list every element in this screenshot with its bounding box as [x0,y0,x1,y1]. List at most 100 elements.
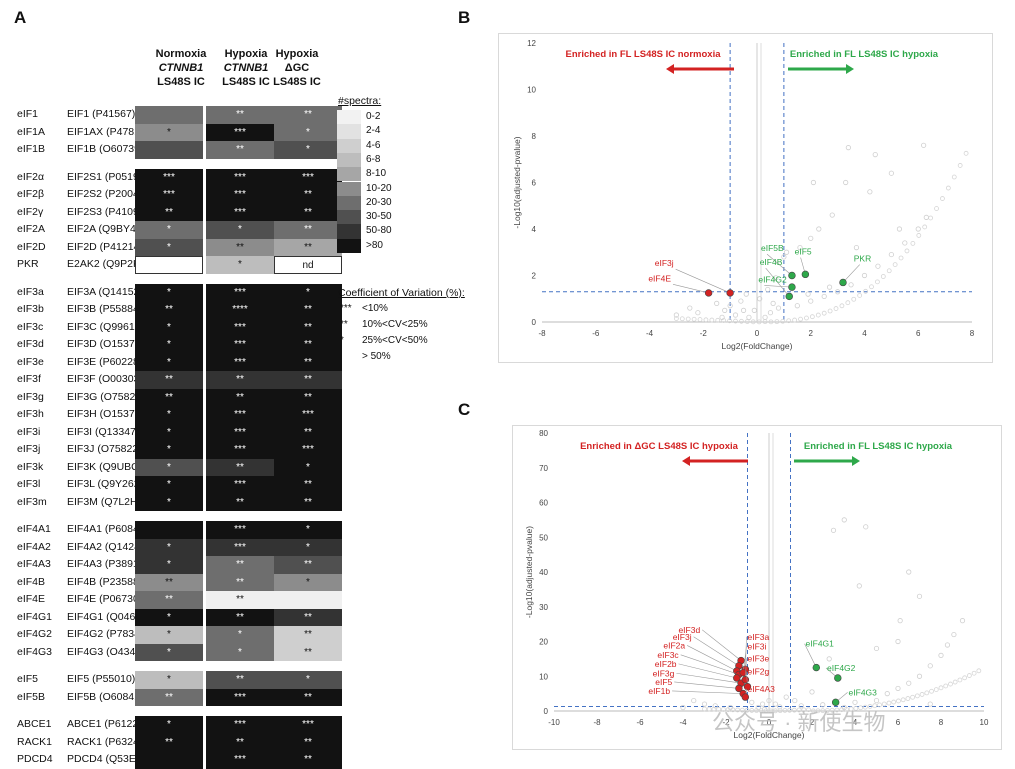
highlight-leader [680,654,739,675]
background-point [687,305,693,311]
column-header-line2: ΔGC [284,62,310,74]
background-point [727,303,733,309]
background-point [966,673,972,678]
y-axis-label: -Log10(adjusted-pvalue) [512,136,522,228]
x-tick-label: 4 [853,718,858,727]
highlight-point [839,278,847,287]
y-tick-label: 70 [539,464,548,473]
background-point [767,310,774,316]
background-point [902,240,908,246]
row-short-label: eIF4A1 [17,523,51,535]
background-point [845,300,851,306]
heatmap-cell: *** [206,336,274,354]
y-tick-label: 30 [539,603,548,612]
row-short-label: eIF3f [17,373,41,385]
row-protein-label: EIF2S2 (P20042) [67,188,149,200]
heatmap-cell: ** [274,106,342,124]
background-point [845,145,851,151]
heatmap-cell: *** [206,203,274,221]
row-protein-label: EIF4G1 (Q04637) [67,610,151,623]
highlight-point [788,271,796,280]
background-point [773,708,778,714]
background-point [732,312,739,318]
background-point [703,317,709,323]
background-point [951,174,957,180]
background-point [754,708,759,713]
background-point [749,699,755,705]
y-tick-label: 2 [532,272,537,281]
spectra-legend-title: #spectra: [338,95,382,107]
x-tick-label: -4 [679,718,687,727]
row-protein-label: E2AK2 (Q9P2K8) [67,258,150,270]
background-point [808,298,814,304]
background-point [962,675,968,681]
heatmap-cell: * [274,141,342,159]
background-point [798,316,803,322]
heatmap-cell [135,106,203,124]
row-protein-label: EIF2S1 (P05198) [67,170,149,183]
heatmap-cell [135,141,203,159]
background-point [806,707,811,713]
heatmap-cell: ** [274,556,342,574]
background-point [921,142,927,148]
y-tick-label: 10 [527,86,536,95]
background-point [716,706,722,712]
heatmap-cell: ** [274,371,342,389]
heatmap-cell: ** [274,203,342,221]
heatmap-cell: * [135,336,203,354]
background-point [843,179,849,186]
heatmap-cell: ** [274,388,342,406]
highlight-label: eIF3j [673,632,692,642]
row-short-label: eIF4B [17,575,46,588]
background-point [829,707,835,713]
highlight-label: PKR [854,254,871,264]
background-point [746,314,752,320]
heatmap-cell: * [135,538,203,556]
highlight-label: eIF4A3 [748,684,776,694]
row-protein-label: EIF5B (O60841) [67,690,144,703]
heatmap-cell: * [135,238,203,256]
highlight-leader [765,267,790,297]
row-protein-label: EIF3B (P55884) [67,303,143,315]
heatmap-cell: ** [274,186,342,204]
highlight-label: eIF5 [795,247,812,257]
panel-a-letter: A [14,8,27,27]
row-short-label: eIF3l [17,478,41,490]
background-point [810,179,817,186]
background-point [792,317,798,323]
row-protein-label: EIF2D (P41214) [67,240,143,253]
row-short-label: eIF2γ [17,205,44,218]
background-point [730,707,736,713]
heatmap-cell: * [274,283,342,301]
y-tick-label: 10 [539,672,548,681]
arrow-right-head [846,64,854,74]
row-protein-label: EIF3F (O00303) [67,373,143,385]
heatmap-cell: ** [206,238,274,256]
background-point [782,708,788,713]
background-point [833,306,839,311]
x-tick-label: 8 [970,329,975,338]
legend-swatch [337,210,361,225]
x-tick-label: -8 [538,329,546,338]
column-header-line2: CTNNB1 [223,62,269,74]
background-point [867,704,873,709]
background-point [873,645,880,652]
arrow-left-head [666,64,674,74]
heatmap-cell: * [274,538,342,556]
background-point [872,152,878,158]
background-point [873,697,880,704]
background-point [976,668,982,674]
background-point [794,303,800,309]
row-short-label: eIF3j [17,443,41,455]
background-point [881,701,887,707]
background-point [904,248,910,254]
background-point [757,296,763,302]
column-header-0: Normoxia CTNNB1 LS48S IC [147,47,215,89]
row-protein-label: EIF4G3 (O43432) [67,645,151,658]
arrow-left-label: Enriched in ΔGC LS48S IC hypoxia [580,441,739,452]
row-short-label: eIF4G3 [17,645,53,658]
heatmap-cell: * [135,671,203,689]
highlight-label: eIF2b [655,659,677,669]
row-protein-label: EIF4A1 (P60842) [67,523,149,535]
background-point [701,701,708,707]
